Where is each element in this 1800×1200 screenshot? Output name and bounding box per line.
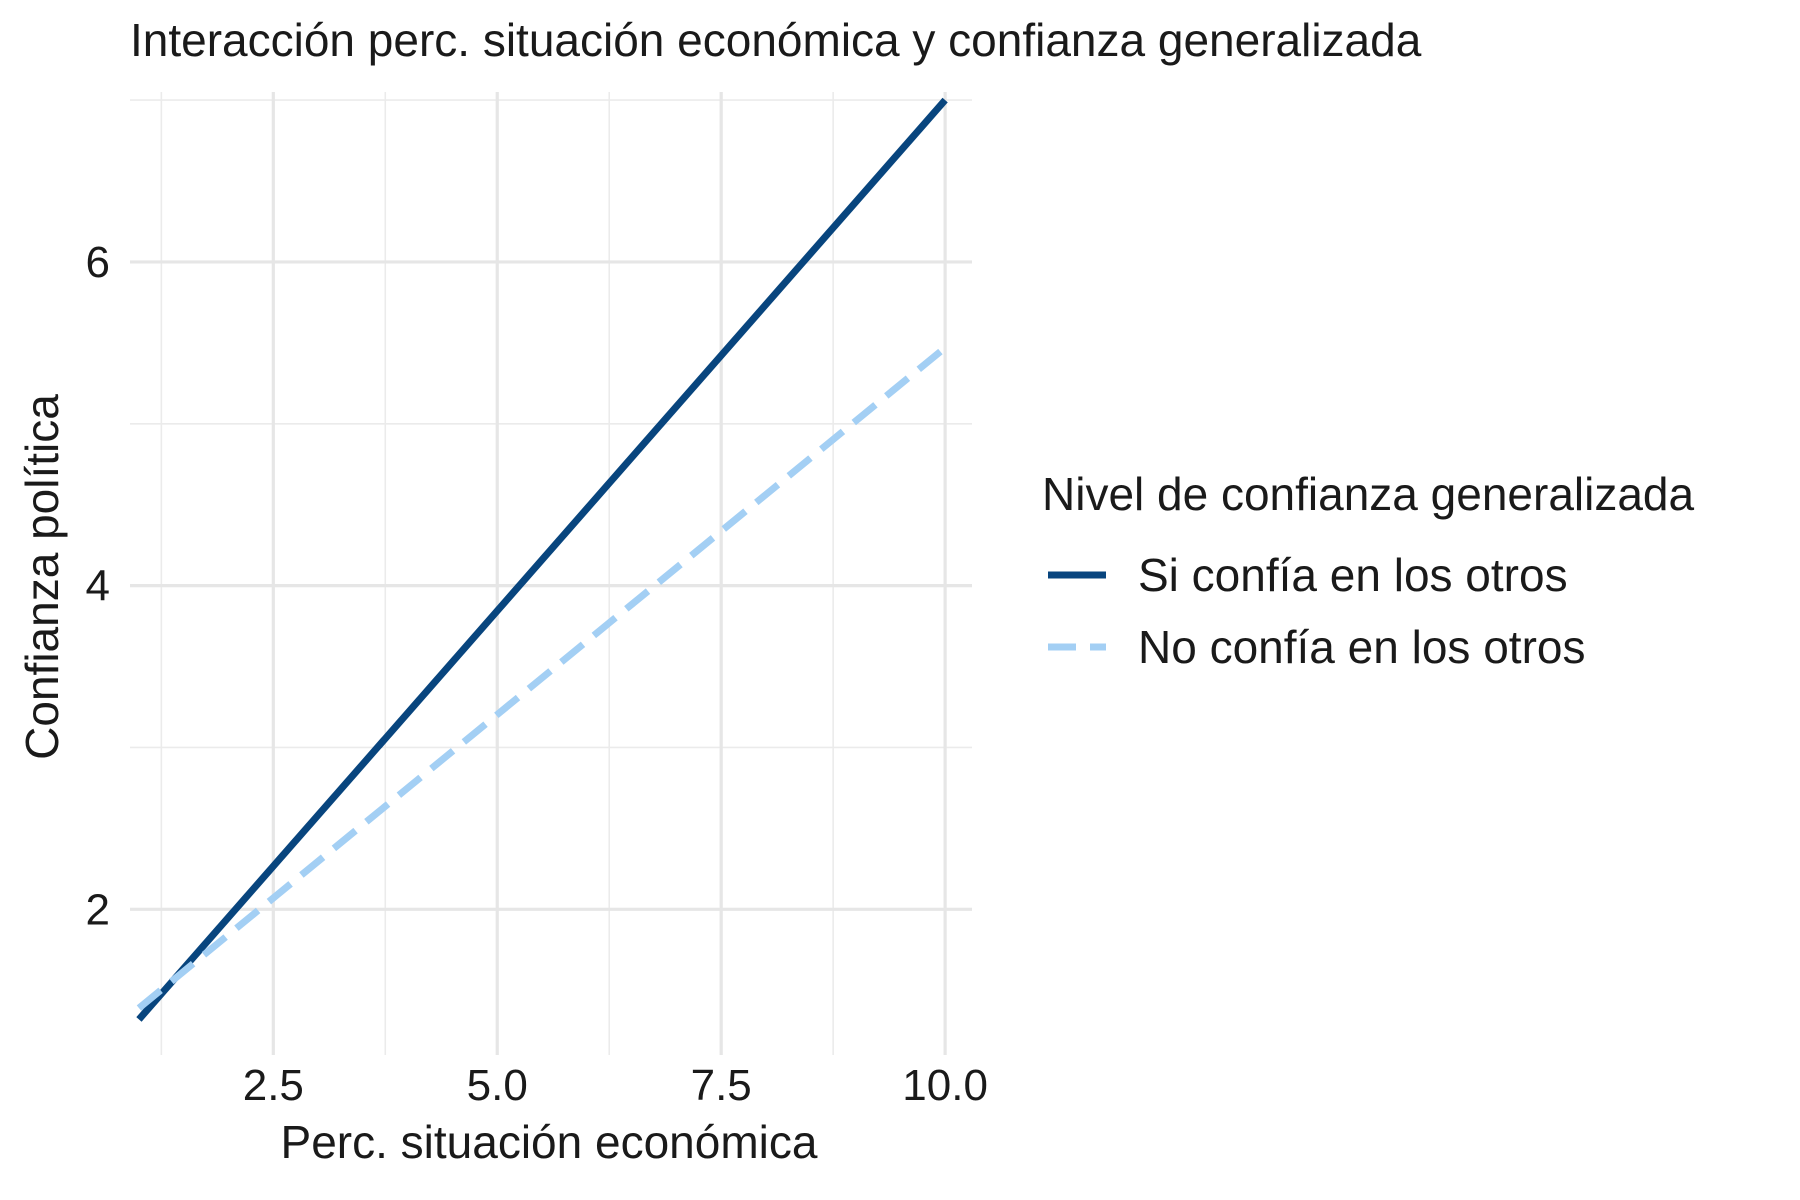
series-line-no-confia: [136, 345, 948, 1011]
y-axis-ticks: 2 4 6: [86, 238, 110, 934]
x-axis-title: Perc. situación económica: [281, 1116, 818, 1168]
grid-minor: [130, 92, 972, 1055]
chart-title: Interacción perc. situación económica y …: [130, 14, 1422, 66]
x-tick-label: 2.5: [243, 1061, 304, 1110]
series-layer: [136, 97, 948, 1022]
legend-label: Si confía en los otros: [1138, 549, 1568, 601]
y-tick-label: 6: [86, 238, 110, 287]
legend: Nivel de confianza generalizada Si confí…: [1042, 468, 1695, 673]
x-tick-label: 10.0: [902, 1061, 988, 1110]
x-axis-ticks: 2.5 5.0 7.5 10.0: [243, 1061, 988, 1110]
grid-major: [130, 92, 972, 1055]
legend-items: Si confía en los otros No confía en los o…: [1048, 549, 1585, 673]
x-tick-label: 5.0: [467, 1061, 528, 1110]
series-line-si-confia: [136, 97, 948, 1022]
x-tick-label: 7.5: [691, 1061, 752, 1110]
legend-label: No confía en los otros: [1138, 621, 1585, 673]
y-tick-label: 4: [86, 562, 110, 611]
y-axis-title: Confianza política: [16, 394, 68, 760]
y-tick-label: 2: [86, 885, 110, 934]
legend-title: Nivel de confianza generalizada: [1042, 468, 1695, 520]
